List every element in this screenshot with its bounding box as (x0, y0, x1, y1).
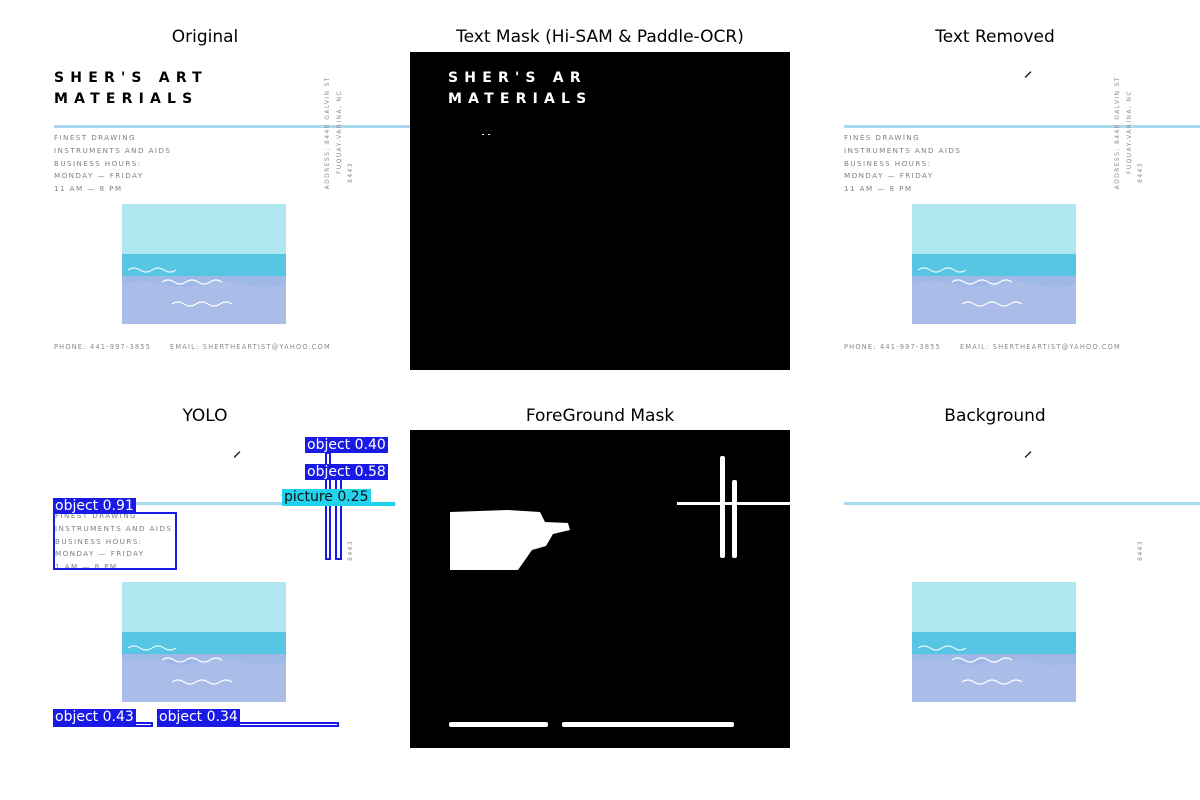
email-text: EMAIL: SHERTHEARTIST@YAHOO.COM (170, 343, 331, 351)
detection-label: object 0.43 (53, 709, 136, 725)
original-panel: SHER'S ART MATERIALS FINEST DRAWING INST… (40, 52, 420, 370)
residual-mark: ⸍ (1024, 448, 1033, 467)
accent-line (55, 502, 395, 505)
brand-line-1: SHER'S ART (54, 70, 208, 86)
yolo-panel: ⸍ FINEST DRAWING INSTRUMENTS AND AIDS BU… (15, 430, 395, 748)
info-line-4: MONDAY — FRIDAY (844, 171, 934, 180)
address-col-3: 8443 (1137, 540, 1144, 561)
address-col-3: 8443 (347, 540, 354, 561)
info-line-1: FINEST DRAWING (55, 511, 137, 520)
text-mask-panel: SHER'S AR MATERIALS (410, 52, 790, 370)
residual-mark: ⸍ (233, 448, 242, 467)
mask-speck (488, 134, 490, 135)
detection-box-info (53, 512, 177, 570)
detection-label: object 0.58 (305, 464, 388, 480)
address-col-3: 8443 (347, 162, 354, 183)
seascape-painting (122, 204, 286, 324)
info-line-5: 11 AM — 8 PM (844, 184, 913, 193)
detection-label-picture: picture 0.25 (282, 489, 371, 505)
mask-brand-line-2: MATERIALS (448, 91, 593, 107)
info-line-3: BUSINESS HOURS: (55, 537, 143, 546)
residual-mark: ⸍ (1024, 68, 1033, 87)
info-line-2: INSTRUMENTS AND AIDS (54, 146, 172, 155)
seascape-painting (122, 582, 286, 702)
mask-blob (450, 510, 570, 570)
phone-text: PHONE: 441-997-3855 (844, 343, 942, 351)
mask-footer-bar-1 (449, 722, 548, 727)
mask-vertical-bar-2 (732, 480, 737, 558)
address-col-1: ADDRESS: 8440 GALVIN ST (324, 76, 331, 190)
info-line-1: FINES DRAWING (844, 133, 921, 142)
foreground-mask-panel (410, 430, 790, 748)
accent-line (844, 125, 1200, 128)
address-col-2: FUQUAY-VARINA, NC (336, 90, 343, 175)
mask-horizontal-line (677, 502, 790, 505)
mask-speck (482, 134, 484, 135)
accent-line (844, 502, 1200, 505)
detection-label: object 0.40 (305, 437, 388, 453)
accent-line (54, 125, 420, 128)
address-col-1: ADDRESS: 8440 GALVIN ST (1114, 76, 1121, 190)
info-line-3: BUSINESS HOURS: (54, 159, 142, 168)
info-line-4: MONDAY — FRIDAY (55, 549, 145, 558)
mask-vertical-bar-1 (720, 456, 725, 558)
address-col-2: FUQUAY-VARINA, NC (1126, 90, 1133, 175)
mask-brand-line-1: SHER'S AR (448, 70, 587, 86)
info-line-5: 11 AM — 8 PM (54, 184, 123, 193)
info-line-2: INSTRUMENTS AND AIDS (55, 524, 173, 533)
foreground-shapes (449, 456, 790, 727)
panel-title-original: Original (171, 27, 239, 47)
info-line-4: MONDAY — FRIDAY (54, 171, 144, 180)
address-col-3: 8443 (1137, 162, 1144, 183)
seascape-painting (912, 582, 1076, 702)
panel-title-text-removed: Text Removed (935, 27, 1055, 47)
brand-line-2: MATERIALS (54, 91, 199, 107)
panel-title-foreground-mask: ForeGround Mask (525, 406, 675, 426)
mask-footer-bar-2 (562, 722, 734, 727)
detection-label: object 0.91 (53, 498, 136, 514)
panel-title-background: Background (944, 406, 1046, 426)
info-line-1: FINEST DRAWING (54, 133, 136, 142)
seascape-painting (912, 204, 1076, 324)
info-line-3: BUSINESS HOURS: (844, 159, 932, 168)
email-text: EMAIL: SHERTHEARTIST@YAHOO.COM (960, 343, 1121, 351)
info-line-2: INSTRUMENTS AND AIDS (844, 146, 962, 155)
background-panel: ⸍ 8443 (830, 430, 1200, 748)
info-line-5: 1 AM — 8 PM (55, 562, 118, 571)
phone-text: PHONE: 441-997-3855 (54, 343, 152, 351)
text-removed-panel: ⸍ FINES DRAWING INSTRUMENTS AND AIDS BUS… (830, 52, 1200, 370)
detection-label: object 0.34 (157, 709, 240, 725)
panel-title-text-mask: Text Mask (Hi-SAM & Paddle-OCR) (456, 27, 744, 47)
panel-title-yolo: YOLO (182, 406, 228, 426)
detection-box-address-1 (325, 452, 331, 560)
